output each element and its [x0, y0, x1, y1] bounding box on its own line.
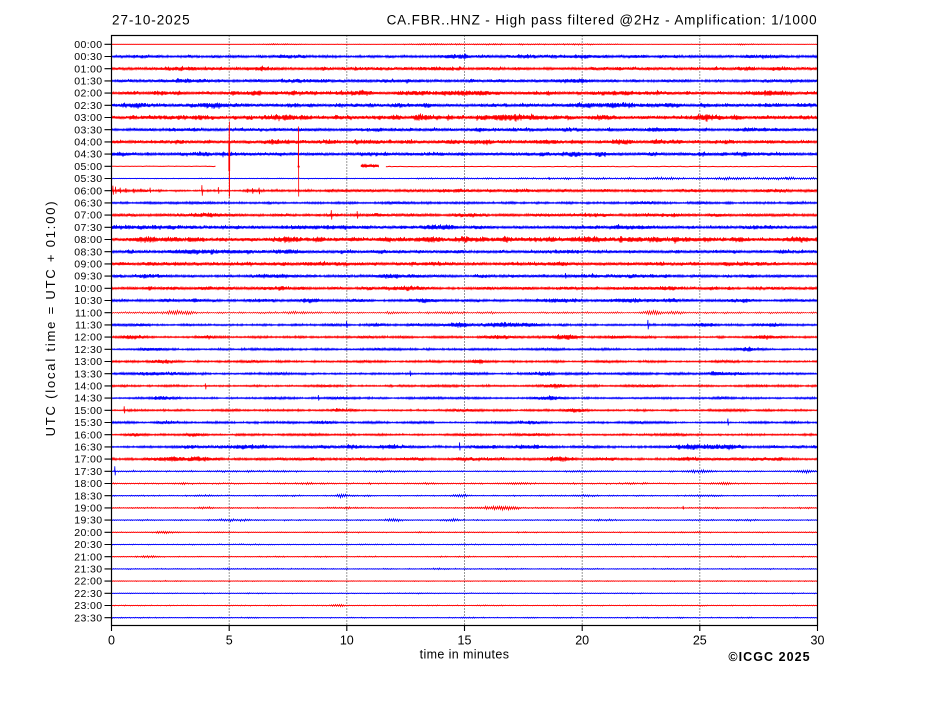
- svg-text:00:00: 00:00: [74, 39, 102, 51]
- svg-text:15: 15: [458, 634, 472, 648]
- svg-text:14:00: 14:00: [74, 381, 102, 393]
- svg-text:19:00: 19:00: [74, 503, 102, 515]
- svg-text:09:30: 09:30: [74, 271, 102, 283]
- svg-text:20:00: 20:00: [74, 527, 102, 539]
- svg-text:02:00: 02:00: [74, 88, 102, 100]
- svg-text:01:00: 01:00: [74, 63, 102, 75]
- svg-text:06:00: 06:00: [74, 185, 102, 197]
- svg-text:10:00: 10:00: [74, 283, 102, 295]
- svg-text:06:30: 06:30: [74, 198, 102, 210]
- svg-text:04:00: 04:00: [74, 137, 102, 149]
- svg-text:27-10-2025: 27-10-2025: [112, 13, 191, 28]
- svg-text:16:00: 16:00: [74, 429, 102, 441]
- svg-text:02:30: 02:30: [74, 100, 102, 112]
- svg-text:05:30: 05:30: [74, 173, 102, 185]
- svg-text:18:30: 18:30: [74, 490, 102, 502]
- svg-text:time in minutes: time in minutes: [420, 648, 510, 662]
- svg-text:08:00: 08:00: [74, 234, 102, 246]
- svg-text:01:30: 01:30: [74, 76, 102, 88]
- svg-text:12:00: 12:00: [74, 332, 102, 344]
- svg-text:19:30: 19:30: [74, 515, 102, 527]
- svg-text:03:30: 03:30: [74, 124, 102, 136]
- svg-text:20:30: 20:30: [74, 539, 102, 551]
- svg-text:0: 0: [108, 634, 115, 648]
- svg-text:15:30: 15:30: [74, 417, 102, 429]
- svg-text:20: 20: [575, 634, 589, 648]
- svg-text:10: 10: [340, 634, 354, 648]
- svg-text:07:00: 07:00: [74, 210, 102, 222]
- svg-text:22:30: 22:30: [74, 588, 102, 600]
- svg-text:03:00: 03:00: [74, 112, 102, 124]
- svg-text:04:30: 04:30: [74, 149, 102, 161]
- svg-text:CA.FBR..HNZ - High pass filter: CA.FBR..HNZ - High pass filtered @2Hz - …: [387, 13, 818, 28]
- svg-text:13:00: 13:00: [74, 356, 102, 368]
- svg-text:10:30: 10:30: [74, 295, 102, 307]
- svg-text:08:30: 08:30: [74, 246, 102, 258]
- svg-text:14:30: 14:30: [74, 393, 102, 405]
- svg-text:23:30: 23:30: [74, 612, 102, 624]
- svg-text:30: 30: [811, 634, 825, 648]
- svg-text:5: 5: [226, 634, 233, 648]
- svg-text:21:00: 21:00: [74, 551, 102, 563]
- svg-text:07:30: 07:30: [74, 222, 102, 234]
- svg-text:17:30: 17:30: [74, 466, 102, 478]
- svg-text:23:00: 23:00: [74, 600, 102, 612]
- svg-text:UTC (local time = UTC + 01:00): UTC (local time = UTC + 01:00): [43, 200, 58, 437]
- svg-text:18:00: 18:00: [74, 478, 102, 490]
- svg-text:00:30: 00:30: [74, 51, 102, 63]
- svg-text:11:30: 11:30: [75, 320, 103, 332]
- svg-text:16:30: 16:30: [74, 442, 102, 454]
- svg-text:©ICGC 2025: ©ICGC 2025: [728, 650, 810, 664]
- svg-text:13:30: 13:30: [74, 368, 102, 380]
- svg-text:17:00: 17:00: [74, 454, 102, 466]
- svg-text:05:00: 05:00: [74, 161, 102, 173]
- svg-text:11:00: 11:00: [75, 307, 103, 319]
- svg-text:12:30: 12:30: [74, 344, 102, 356]
- svg-text:22:00: 22:00: [74, 576, 102, 588]
- svg-text:09:00: 09:00: [74, 259, 102, 271]
- svg-text:25: 25: [693, 634, 707, 648]
- svg-text:21:30: 21:30: [74, 564, 102, 576]
- svg-text:15:00: 15:00: [74, 405, 102, 417]
